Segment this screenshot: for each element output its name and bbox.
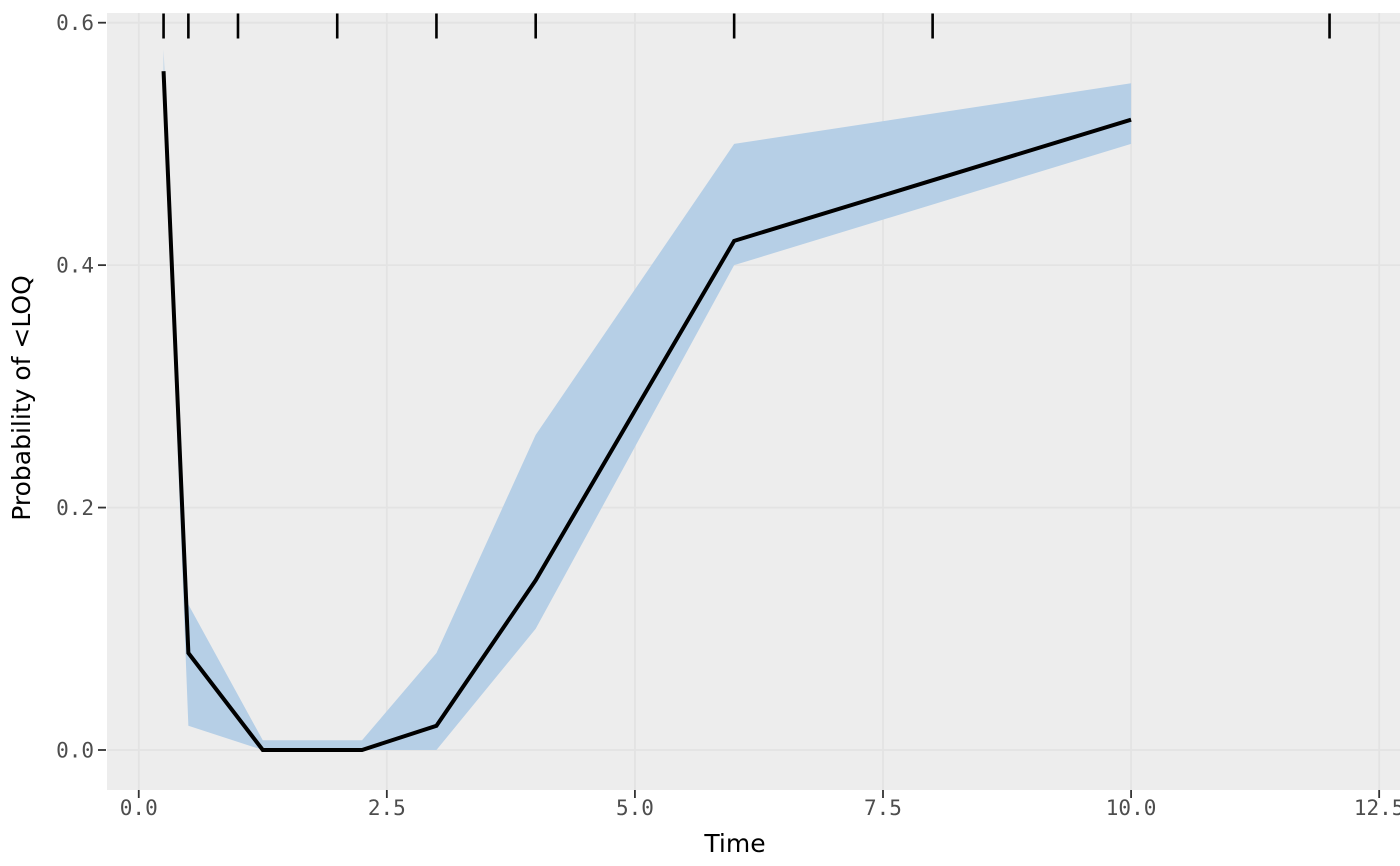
y-tick-label: 0.6 <box>56 11 94 35</box>
panel-background <box>107 13 1400 790</box>
rug-marks <box>162 13 1331 39</box>
x-tick-label: 10.0 <box>1106 796 1157 820</box>
x-tick-label: 0.0 <box>120 796 158 820</box>
axes: 0.0 2.5 5.0 7.5 10.0 12.5 0.0 0.2 0.4 0.6 <box>56 11 1400 820</box>
confidence-ribbon <box>163 49 1132 750</box>
x-tick-label: 12.5 <box>1354 796 1400 820</box>
median-line <box>161 71 1132 752</box>
y-tick-label: 0.0 <box>56 738 94 762</box>
y-tick-label: 0.4 <box>56 254 94 278</box>
y-axis-title: Probability of <LOQ <box>7 275 36 520</box>
x-axis-title: Time <box>703 829 765 858</box>
x-tick-label: 7.5 <box>864 796 902 820</box>
plot-panel <box>107 13 1400 790</box>
y-tick-label: 0.2 <box>56 496 94 520</box>
x-tick-label: 2.5 <box>368 796 406 820</box>
data-series <box>161 49 1132 752</box>
x-tick-label: 5.0 <box>616 796 654 820</box>
